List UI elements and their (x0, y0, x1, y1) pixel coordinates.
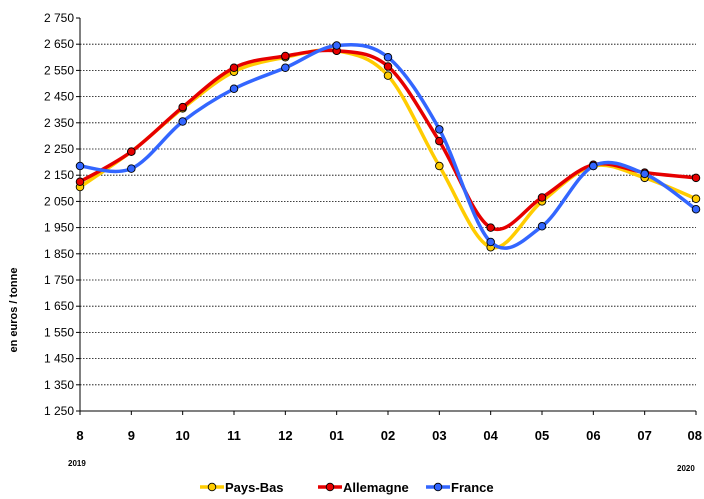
data-point (75, 177, 85, 186)
year-label-start: 2019 (68, 459, 86, 468)
data-point (691, 194, 701, 204)
x-tick-label: 06 (586, 428, 600, 443)
data-point (537, 222, 547, 231)
data-point (229, 84, 239, 93)
y-tick-label: 1 350 (44, 378, 74, 392)
x-axis: 8 9 10 11 12 01 02 03 04 05 06 07 08 (76, 410, 702, 443)
legend-marker (433, 482, 443, 492)
x-tick-label: 08 (688, 428, 702, 443)
data-point (383, 53, 393, 62)
y-tick-label: 1 450 (44, 352, 74, 366)
data-point (281, 51, 290, 61)
x-tick-label: 02 (381, 428, 395, 443)
legend: Pays-Bas Allemagne France (200, 480, 494, 495)
data-point (178, 102, 187, 112)
data-point (281, 63, 290, 73)
series-lines (75, 41, 701, 252)
y-tick-label: 2 550 (44, 63, 74, 77)
x-tick-label: 01 (329, 428, 343, 443)
legend-item: France (426, 480, 494, 495)
legend-label: Pays-Bas (225, 480, 284, 495)
series-2 (75, 41, 701, 250)
y-tick-label: 2 250 (44, 142, 74, 156)
y-tick-label: 2 650 (44, 37, 74, 51)
legend-marker (325, 482, 335, 492)
grid-lines (80, 43, 696, 386)
data-point (691, 173, 701, 183)
y-tick-label: 1 850 (44, 247, 74, 261)
y-tick-label: 2 350 (44, 116, 74, 130)
data-point (435, 136, 444, 146)
y-tick-label: 1 950 (44, 221, 74, 235)
x-tick-label: 11 (227, 428, 241, 443)
data-point (178, 117, 187, 126)
x-tick-label: 9 (128, 428, 135, 443)
data-point (537, 193, 547, 202)
legend-item: Allemagne (318, 480, 409, 495)
x-tick-label: 8 (76, 428, 83, 443)
legend-label: Allemagne (343, 480, 409, 495)
legend-label: France (451, 480, 494, 495)
y-axis: 2 750 2 650 2 550 2 450 2 350 2 250 2 150 2 050… (44, 11, 81, 418)
y-axis-label: en euros / tonne (8, 268, 20, 353)
x-tick-label: 03 (432, 428, 446, 443)
y-tick-label: 1 550 (44, 325, 74, 339)
y-tick-label: 2 050 (44, 194, 74, 208)
legend-marker (207, 482, 217, 492)
y-tick-label: 1 650 (44, 299, 74, 313)
x-tick-label: 05 (535, 428, 549, 443)
data-point (486, 223, 495, 232)
data-point (435, 125, 444, 134)
data-point (640, 169, 649, 179)
data-point (383, 62, 393, 71)
y-tick-label: 2 150 (44, 168, 74, 182)
year-label-end: 2020 (677, 464, 695, 473)
data-point (589, 161, 598, 171)
data-point (486, 237, 495, 247)
y-tick-label: 1 750 (44, 273, 74, 287)
data-point (75, 161, 85, 171)
y-tick-label: 2 750 (44, 11, 74, 25)
data-point (435, 161, 444, 171)
data-point (127, 164, 136, 173)
y-tick-label: 2 450 (44, 90, 74, 104)
data-point (229, 63, 239, 73)
y-tick-label: 1 250 (44, 404, 74, 418)
x-tick-label: 04 (483, 428, 498, 443)
data-point (691, 205, 701, 214)
data-point (332, 41, 341, 50)
x-tick-label: 12 (278, 428, 292, 443)
data-point (127, 147, 136, 156)
x-tick-label: 07 (637, 428, 651, 443)
x-tick-label: 10 (175, 428, 189, 443)
legend-item: Pays-Bas (200, 480, 284, 495)
data-point (383, 71, 393, 80)
